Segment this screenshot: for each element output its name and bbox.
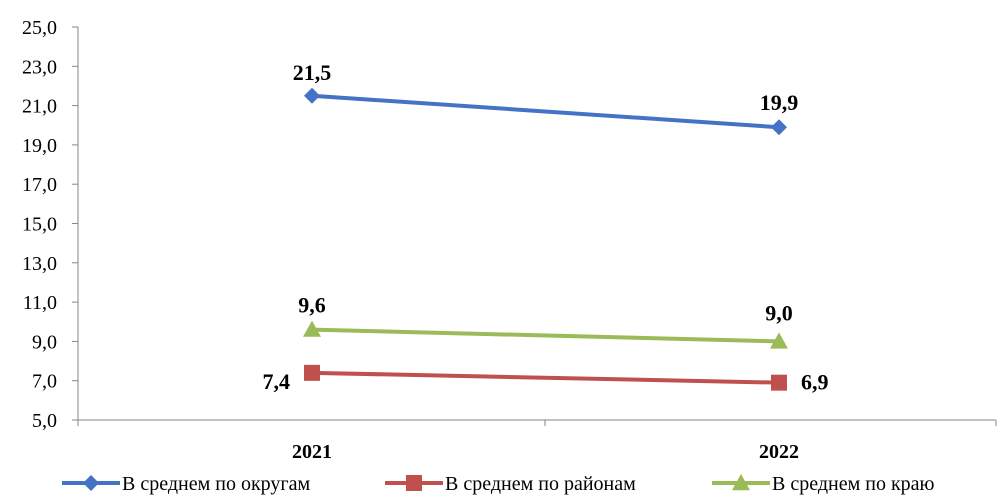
legend-marker-0 xyxy=(83,475,99,491)
y-tick-label: 21,0 xyxy=(22,96,57,118)
data-label-0-1: 19,9 xyxy=(760,90,799,115)
data-point-0-1 xyxy=(771,119,787,136)
legend-item-2: В среднем по краю xyxy=(772,473,935,495)
y-tick-label: 17,0 xyxy=(22,174,57,196)
data-point-0-0 xyxy=(304,87,320,104)
y-tick-label: 19,0 xyxy=(22,135,57,157)
legend-marker-1 xyxy=(406,475,422,491)
legend-marker-2 xyxy=(732,474,750,491)
y-tick-label: 9,0 xyxy=(32,331,57,353)
legend-item-1: В среднем по районам xyxy=(445,473,636,495)
data-label-0-0: 21,5 xyxy=(293,60,332,85)
data-label-2-0: 9,6 xyxy=(298,293,326,318)
data-label-1-1: 6,9 xyxy=(801,370,829,395)
y-tick-label: 5,0 xyxy=(32,410,57,432)
series-line-1 xyxy=(311,370,780,385)
data-point-2-0 xyxy=(303,320,321,337)
data-label-1-0: 7,4 xyxy=(263,369,291,394)
series-line-2 xyxy=(311,327,780,344)
x-tick-label-2022: 2022 xyxy=(759,441,799,463)
data-point-1-0 xyxy=(304,364,320,381)
legend-item-0: В среднем по округам xyxy=(122,473,310,495)
data-label-2-1: 9,0 xyxy=(765,300,793,325)
series-line-0 xyxy=(311,93,780,130)
y-tick-label: 7,0 xyxy=(32,371,57,393)
y-tick-label: 15,0 xyxy=(22,214,57,236)
y-tick-label: 25,0 xyxy=(22,17,57,39)
y-tick-label: 23,0 xyxy=(22,56,57,78)
y-tick-label: 13,0 xyxy=(22,253,57,275)
data-point-2-1 xyxy=(770,332,788,349)
y-tick-label: 11,0 xyxy=(23,292,57,314)
x-tick-label-2021: 2021 xyxy=(292,441,332,463)
data-point-1-1 xyxy=(771,374,787,391)
